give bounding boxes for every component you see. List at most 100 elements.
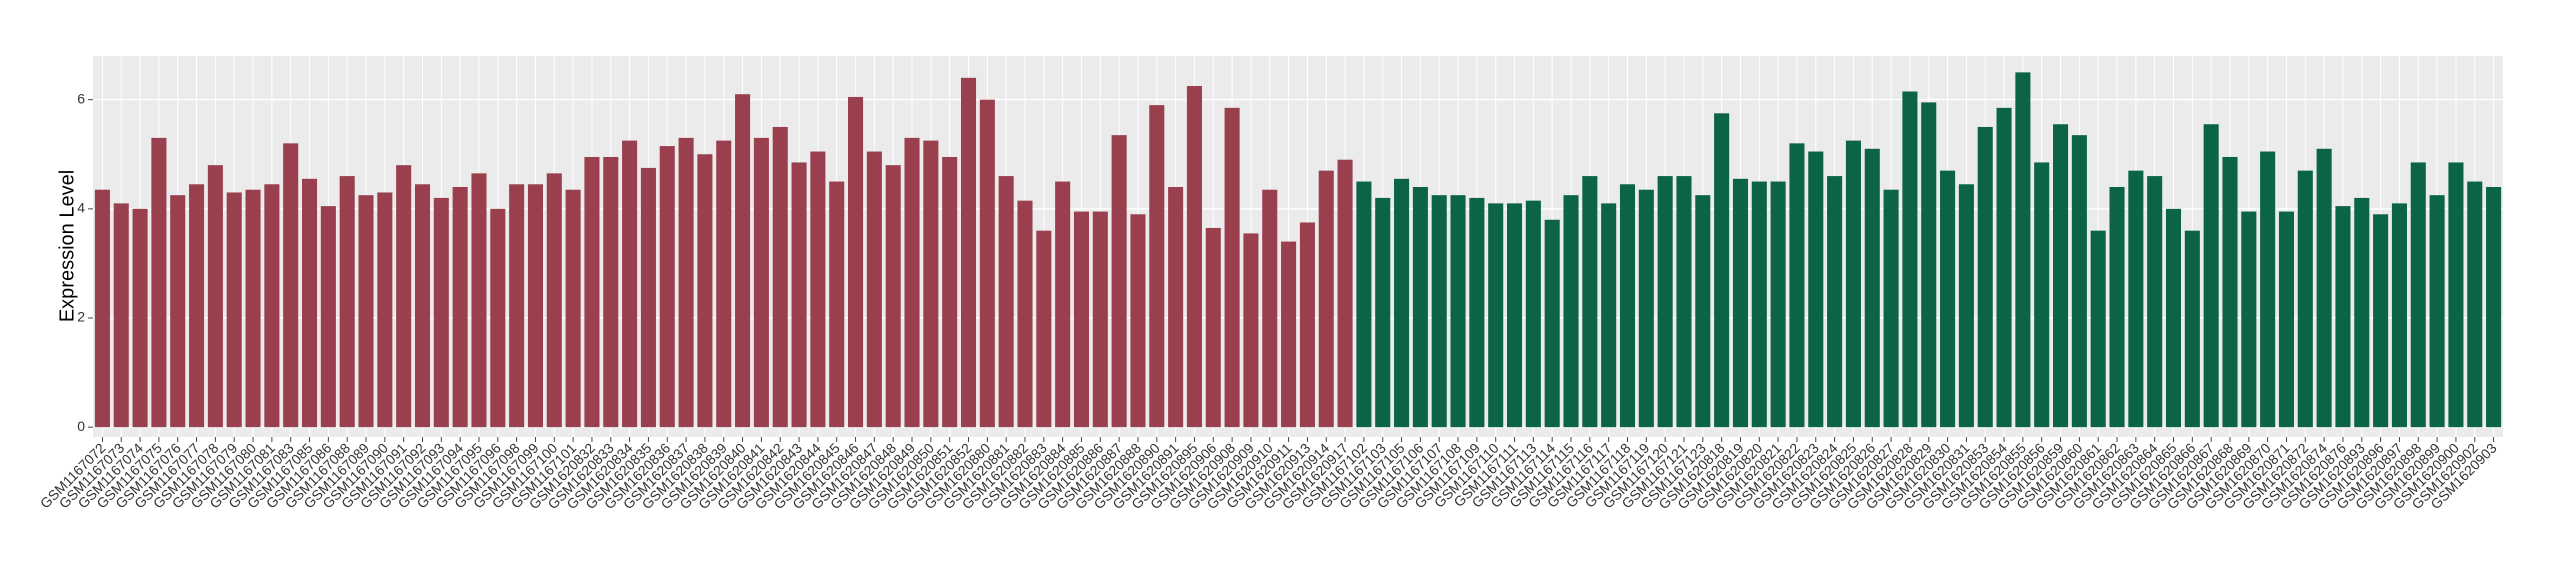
bar	[283, 143, 299, 428]
bar	[2429, 195, 2445, 428]
bar	[1186, 86, 1202, 428]
bar	[1958, 184, 1974, 428]
bar	[320, 206, 336, 428]
y-tick-label: 4	[77, 200, 85, 216]
bar	[1394, 178, 1410, 428]
bar	[546, 173, 562, 428]
bar	[1224, 107, 1240, 428]
bar	[565, 189, 581, 428]
bar	[979, 99, 995, 428]
bar	[2241, 211, 2257, 428]
bar	[998, 176, 1014, 428]
bar	[1149, 105, 1165, 428]
bar	[1073, 211, 1090, 428]
bar	[1751, 181, 1767, 428]
bar	[1845, 140, 1861, 428]
bar	[339, 176, 355, 428]
bar	[772, 126, 788, 428]
bar	[942, 156, 958, 428]
bar	[1281, 241, 1297, 428]
bar	[791, 162, 807, 428]
bar	[1789, 143, 1805, 428]
y-tick-label: 2	[77, 309, 85, 325]
bar	[904, 137, 920, 428]
bar	[1563, 195, 1579, 428]
bar	[1356, 181, 1372, 428]
bar	[1488, 203, 1504, 428]
bar	[1337, 159, 1353, 428]
bar	[1017, 200, 1033, 428]
bar	[2147, 176, 2163, 428]
bar	[2109, 187, 2125, 428]
bar	[1506, 203, 1523, 428]
bar	[377, 192, 393, 428]
bar	[640, 167, 656, 428]
bar	[1318, 170, 1334, 428]
bar	[1168, 187, 1184, 428]
bar	[1205, 227, 1221, 428]
bar	[1525, 200, 1541, 428]
bar	[2053, 124, 2069, 428]
bar	[1092, 211, 1108, 428]
bar	[1055, 181, 1071, 428]
bar	[1299, 222, 1315, 428]
bar	[1864, 148, 1880, 428]
bar	[1714, 113, 1730, 428]
bar	[1412, 187, 1428, 428]
bar	[1375, 197, 1391, 428]
bar	[735, 94, 751, 428]
bar	[509, 184, 525, 428]
bar	[1601, 203, 1617, 428]
bar	[2203, 124, 2219, 428]
bar	[1827, 176, 1843, 428]
bar	[2297, 170, 2313, 428]
y-tick-label: 6	[77, 90, 85, 106]
bar	[471, 173, 487, 428]
bar	[264, 184, 280, 428]
bar	[1619, 184, 1636, 428]
bar	[396, 165, 412, 428]
bar	[659, 146, 675, 428]
bar	[885, 165, 901, 428]
bar	[2165, 208, 2182, 428]
bar	[1808, 151, 1824, 428]
bar	[753, 137, 769, 428]
bar	[226, 192, 242, 428]
bar	[2128, 170, 2144, 428]
bar	[716, 140, 732, 428]
bar	[1243, 233, 1259, 428]
y-axis-label: Expression Level	[56, 170, 78, 322]
bar	[490, 208, 506, 428]
bar	[1130, 214, 1146, 428]
bar	[603, 156, 619, 428]
bar	[1732, 178, 1748, 428]
bar	[678, 137, 694, 428]
bar	[527, 184, 543, 428]
bar	[2260, 151, 2276, 428]
bar	[1940, 170, 1956, 428]
bar	[848, 96, 864, 428]
bar	[1921, 102, 1937, 428]
bar	[2034, 162, 2050, 428]
bar	[132, 208, 148, 428]
bar	[151, 137, 167, 428]
bar	[207, 165, 223, 428]
bar	[2373, 214, 2389, 428]
bar	[189, 184, 205, 428]
bar	[2222, 156, 2238, 428]
bar	[245, 189, 261, 428]
bar	[2467, 181, 2483, 428]
bar	[2410, 162, 2426, 428]
bar	[2486, 187, 2502, 428]
bar	[1544, 219, 1560, 428]
bar	[452, 187, 468, 428]
bar	[1902, 91, 1918, 428]
bar	[1657, 176, 1673, 428]
bar	[358, 195, 374, 428]
bar	[2354, 197, 2370, 428]
bar	[2448, 162, 2464, 428]
bar	[1450, 195, 1466, 428]
bar	[1883, 189, 1899, 428]
